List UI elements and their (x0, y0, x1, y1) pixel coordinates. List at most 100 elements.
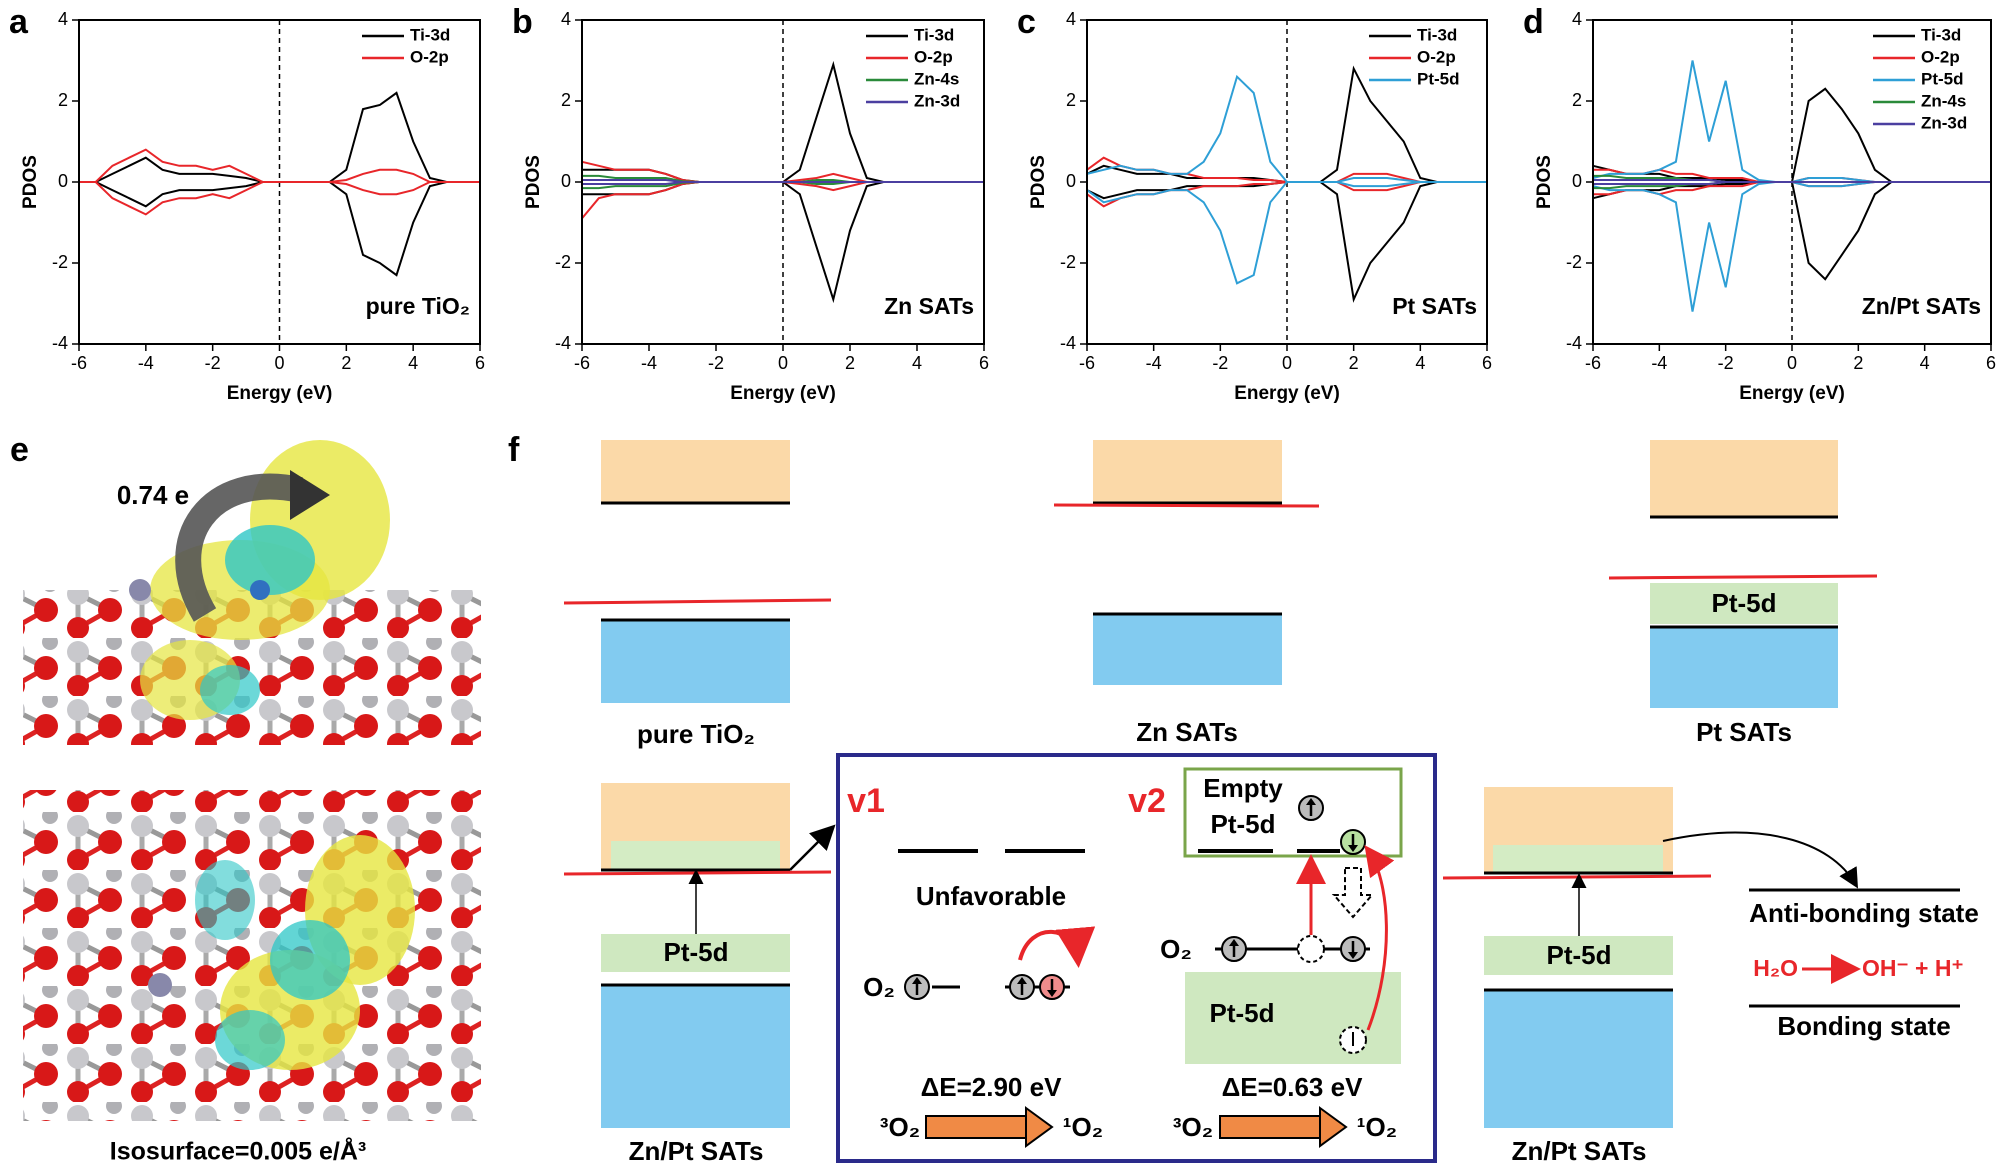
y-axis-label: PDOS (20, 155, 41, 209)
panel-label: d (1523, 3, 1544, 41)
pdos-line (79, 181, 480, 216)
x-tick-label: 0 (1282, 353, 1292, 373)
y-tick-label: -2 (52, 252, 68, 272)
y-axis-label: PDOS (1534, 155, 1555, 209)
empty-label: Empty (1203, 773, 1283, 803)
x-tick-label: 4 (912, 353, 922, 373)
panel-label: f (508, 431, 520, 469)
y-tick-label: 0 (1066, 171, 1076, 191)
x-tick-label: -2 (1718, 353, 1734, 373)
o2-label: O₂ (863, 972, 895, 1002)
annotation: Zn SATs (884, 293, 974, 319)
y-tick-label: 0 (58, 171, 68, 191)
plot-frame (581, 19, 985, 345)
x-tick-label: 2 (341, 353, 351, 373)
y-tick-label: -4 (52, 333, 68, 353)
pdos-line (582, 181, 984, 185)
x-tick-label: -6 (1079, 353, 1095, 373)
x-tick-label: -4 (641, 353, 657, 373)
y-tick-label: 4 (1066, 9, 1076, 29)
panel-label: a (9, 3, 29, 41)
state-label: Zn SATs (1136, 717, 1238, 747)
empty-pt5d-label: Pt-5d (1211, 809, 1276, 839)
o2-label: O₂ (1160, 934, 1192, 964)
y-tick-label: -2 (1566, 252, 1582, 272)
x-tick-label: 4 (1920, 353, 1930, 373)
y-tick-label: 2 (561, 90, 571, 110)
x-tick-label: 0 (778, 353, 788, 373)
x-tick-label: -4 (1146, 353, 1162, 373)
y-tick-label: 0 (1572, 171, 1582, 191)
x-tick-label: -2 (1212, 353, 1228, 373)
legend-label: Ti-3d (914, 25, 954, 44)
legend-label: O-2p (1417, 47, 1456, 66)
legend-label: O-2p (914, 47, 953, 66)
y-tick-label: -4 (555, 333, 571, 353)
panel-label: c (1017, 3, 1036, 41)
band-pt (1608, 440, 1878, 708)
pdos-line (1086, 181, 1487, 285)
y-tick-label: 4 (58, 9, 68, 29)
charge-label: 0.74 e (117, 480, 189, 510)
panel-label: b (512, 3, 533, 41)
y-tick-label: 4 (561, 9, 571, 29)
legend-label: Zn-4s (914, 69, 959, 88)
x-tick-label: 6 (1986, 353, 1996, 373)
band-znpt-right (1442, 787, 1960, 1128)
legend-label: Zn-3d (914, 91, 960, 110)
y-tick-label: -4 (1060, 333, 1076, 353)
pt5d-label: Pt-5d (1210, 998, 1275, 1028)
legend-label: O-2p (1921, 47, 1960, 66)
state-label: Zn/Pt SATs (1512, 1136, 1647, 1166)
x-tick-label: 2 (845, 353, 855, 373)
x-tick-label: 2 (1349, 353, 1359, 373)
plot-frame (1592, 19, 1992, 345)
energy-label: ΔE=2.90 eV (921, 1072, 1063, 1102)
unfavorable-label: Unfavorable (916, 881, 1066, 911)
x-tick-label: 6 (475, 353, 485, 373)
y-axis-label: PDOS (523, 155, 544, 209)
products-label: OH⁻ + H⁺ (1862, 955, 1964, 981)
annotation: Zn/Pt SATs (1862, 293, 1981, 319)
x-tick-label: 0 (1787, 353, 1797, 373)
y-tick-label: 4 (1572, 9, 1582, 29)
state-label: Pt SATs (1696, 717, 1792, 747)
triplet-label: ³O₂ (1173, 1112, 1213, 1142)
y-tick-label: -2 (1060, 252, 1076, 272)
x-tick-label: -2 (708, 353, 724, 373)
isosurface-label: Isosurface=0.005 e/Å³ (110, 1137, 366, 1166)
pt5d-label: Pt-5d (1547, 940, 1612, 970)
band-pure (563, 440, 832, 703)
inset-box (836, 753, 1437, 1163)
singlet-label: ¹O₂ (1357, 1112, 1397, 1142)
route-label: v2 (1128, 782, 1166, 820)
plot-frame (1086, 19, 1488, 345)
x-axis-label: Energy (eV) (1234, 383, 1340, 404)
legend-label: O-2p (410, 47, 449, 66)
legend-label: Zn-4s (1921, 91, 1966, 110)
state-label: pure TiO₂ (637, 719, 755, 749)
x-tick-label: -6 (71, 353, 87, 373)
bonding-label: Bonding state (1777, 1011, 1950, 1041)
legend-label: Pt-5d (1921, 69, 1964, 88)
y-tick-label: -2 (555, 252, 571, 272)
legend-label: Ti-3d (1417, 25, 1457, 44)
y-axis-label: PDOS (1028, 155, 1049, 209)
pt5d-label: Pt-5d (664, 937, 729, 967)
y-tick-label: 2 (58, 90, 68, 110)
x-tick-label: 4 (408, 353, 418, 373)
x-axis-label: Energy (eV) (227, 383, 333, 404)
structure-top (23, 440, 481, 745)
pdos-line (1593, 181, 1991, 185)
triplet-label: ³O₂ (880, 1112, 920, 1142)
x-tick-label: 4 (1415, 353, 1425, 373)
band-zn (1053, 440, 1320, 685)
legend-label: Ti-3d (1921, 25, 1961, 44)
x-tick-label: 0 (274, 353, 284, 373)
x-tick-label: -4 (138, 353, 154, 373)
x-axis-label: Energy (eV) (730, 383, 836, 404)
singlet-label: ¹O₂ (1063, 1112, 1103, 1142)
route-label: v1 (847, 782, 885, 820)
